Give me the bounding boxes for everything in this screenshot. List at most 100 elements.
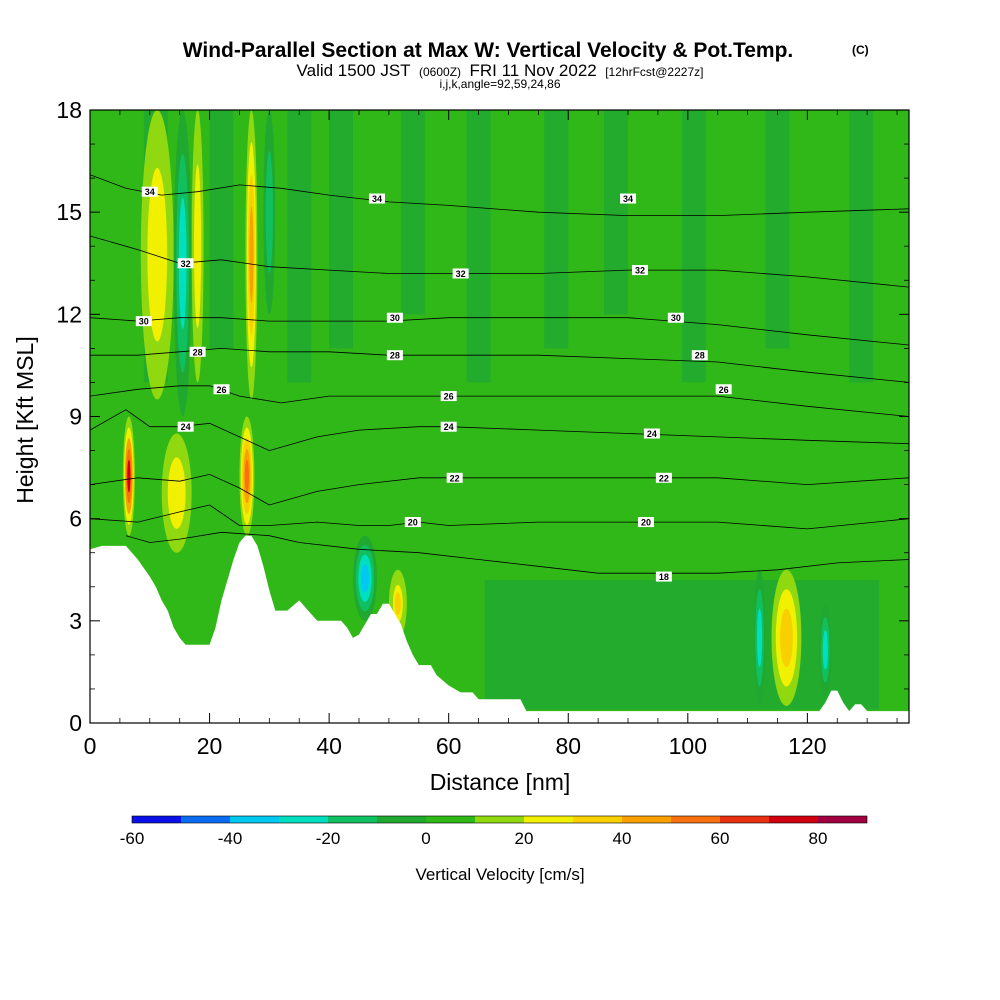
y-tick-label: 12	[56, 301, 82, 327]
contour-label-box	[643, 428, 660, 439]
contour-label-box	[631, 265, 648, 276]
y-tick-label: 3	[69, 608, 82, 634]
colorbar-title: Vertical Velocity [cm/s]	[415, 865, 584, 884]
contour-label-box	[368, 193, 385, 204]
colorbar-swatch	[377, 816, 426, 823]
y-axis-title: Height [Kft MSL]	[12, 336, 38, 503]
colorbar-swatch	[181, 816, 230, 823]
velocity-streak	[209, 110, 234, 349]
contour-label: 32	[181, 259, 191, 269]
velocity-streak	[604, 110, 629, 315]
contour-label: 24	[647, 429, 657, 439]
velocity-streak	[544, 110, 569, 349]
axes: 0 20 40 60 80 100 120 0 3 6 9 12 15 18	[56, 97, 909, 759]
contour-label: 34	[145, 187, 155, 197]
contour-label: 32	[456, 269, 466, 279]
x-axis-title: Distance [nm]	[430, 769, 571, 795]
colorbar-swatch	[769, 816, 818, 823]
contour-label-box	[655, 571, 672, 582]
valid-utc: (0600Z)	[419, 65, 461, 79]
colorbar: -60 -40 -20 0 20 40 60 80	[120, 815, 868, 848]
x-tick-label: 120	[788, 733, 826, 759]
velocity-band	[756, 608, 763, 668]
colorbar-swatch	[230, 816, 279, 823]
colorbar-swatch	[279, 816, 328, 823]
velocity-band	[249, 206, 254, 303]
contour-label-box	[386, 312, 403, 323]
colorbar-swatch	[573, 816, 622, 823]
velocity-band	[194, 164, 202, 328]
contour-label-box	[440, 391, 457, 402]
colorbar-tick-label: 40	[613, 829, 632, 848]
velocity-streak	[287, 110, 312, 383]
y-tick-label: 0	[69, 710, 82, 736]
terrain-profile	[90, 535, 909, 723]
contour-label: 28	[193, 347, 203, 357]
theta-contour-20	[90, 504, 909, 530]
velocity-band	[265, 150, 273, 274]
colorbar-swatch	[524, 816, 573, 823]
contour-label-box	[715, 384, 732, 395]
colorbar-swatch	[818, 816, 867, 823]
x-tick-label: 0	[84, 733, 97, 759]
contour-label: 34	[372, 194, 382, 204]
valid-prefix: Valid 1500 JST	[297, 61, 411, 80]
contour-label-box	[177, 421, 194, 432]
grid-info: i,j,k,angle=92,59,24,86	[439, 77, 560, 91]
contour-label: 24	[181, 422, 191, 432]
velocity-streak	[681, 110, 706, 383]
velocity-band	[780, 608, 793, 668]
y-tick-label: 9	[69, 404, 82, 430]
colorbar-swatch	[132, 816, 181, 823]
contour-label: 26	[719, 385, 729, 395]
contour-label-box	[667, 312, 684, 323]
contour-label-box	[691, 350, 708, 361]
terrain	[90, 535, 909, 723]
contour-label-box	[404, 517, 421, 528]
theta-contour-24	[90, 409, 909, 452]
contour-labels: 34 34 34 32 32 32 30 30 30 28 28 28 26 26 26 24 24 24 22 22…	[135, 186, 732, 582]
velocity-streak	[484, 579, 880, 710]
x-tick-label: 40	[316, 733, 342, 759]
contour-label-box	[440, 421, 457, 432]
y-tick-label: 18	[56, 97, 82, 123]
chart-title: Wind-Parallel Section at Max W: Vertical…	[183, 39, 794, 62]
contour-label: 34	[623, 194, 633, 204]
colorbar-tick-label: -40	[218, 829, 243, 848]
velocity-streak	[400, 110, 425, 315]
contour-label: 24	[444, 422, 454, 432]
contour-label-box	[189, 346, 206, 357]
colorbar-frame	[131, 815, 868, 824]
velocity-band	[394, 592, 401, 616]
contour-label-box	[452, 268, 469, 279]
velocity-band	[822, 630, 828, 670]
contour-label-box	[386, 350, 403, 361]
x-tick-label: 60	[436, 733, 462, 759]
contour-label: 28	[695, 351, 705, 361]
contour-label-box	[213, 384, 230, 395]
theta-contour-18	[125, 531, 909, 574]
velocity-streak	[329, 110, 354, 349]
contour-label-box	[141, 186, 158, 197]
velocity-streak	[765, 110, 790, 349]
x-tick-label: 100	[669, 733, 707, 759]
contour-label: 22	[450, 473, 460, 483]
contour-label-box	[446, 472, 463, 483]
contour-label: 22	[659, 473, 669, 483]
theta-contour-34	[90, 174, 909, 216]
contour-label-box	[620, 193, 637, 204]
contour-label: 26	[444, 392, 454, 402]
velocity-band	[361, 564, 369, 593]
colorbar-swatch	[328, 816, 377, 823]
velocity-bands	[122, 110, 832, 706]
contour-label-box	[655, 472, 672, 483]
colorbar-tick-label: 60	[711, 829, 730, 848]
contour-label-box	[637, 517, 654, 528]
velocity-band	[167, 457, 186, 529]
velocity-band	[244, 459, 249, 493]
valid-date: FRI 11 Nov 2022	[470, 61, 597, 80]
forecast-info: [12hrFcst@2227z]	[605, 65, 703, 79]
x-tick-label: 20	[197, 733, 223, 759]
contour-label-box	[135, 316, 152, 327]
